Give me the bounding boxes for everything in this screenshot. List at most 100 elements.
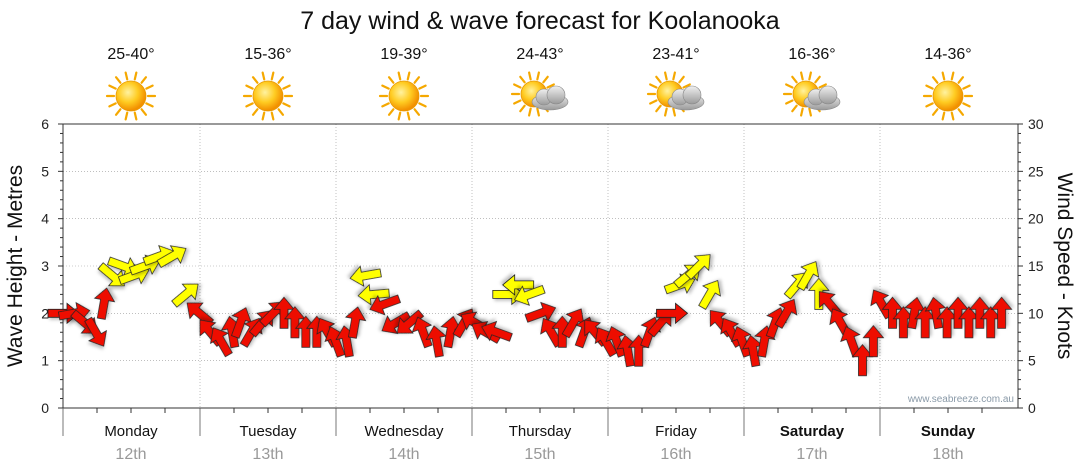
sun-ray: [413, 108, 421, 116]
wind-arrow: [684, 254, 711, 281]
day-name-label: Wednesday: [365, 423, 444, 440]
sun-ray: [140, 108, 148, 116]
chart-title: 7 day wind & wave forecast for Koolanook…: [300, 7, 780, 35]
y-right-tick-label: 15: [1028, 258, 1044, 274]
sun-icon: [922, 71, 974, 121]
day-temp-range: 24-43°: [516, 46, 563, 63]
sun-ray: [145, 102, 154, 108]
sun-ray: [941, 71, 946, 81]
y-left-tick-label: 3: [41, 258, 49, 274]
day-name-label: Friday: [655, 423, 697, 440]
wind-arrow: [210, 327, 233, 358]
wind-arrow: [914, 306, 937, 339]
sun-ray: [133, 71, 138, 81]
sun-disc: [252, 80, 284, 112]
sun-ray: [962, 102, 971, 108]
wind-arrow: [990, 296, 1013, 329]
day-date-label: 15th: [524, 446, 555, 463]
wind-arrow: [968, 296, 991, 329]
day-name-label: Tuesday: [240, 423, 297, 440]
sun-ray: [513, 83, 522, 89]
wind-arrow: [97, 262, 125, 287]
wind-arrow: [396, 309, 425, 334]
y-left-tick-label: 6: [41, 116, 49, 132]
sun-cloud-icon: [782, 71, 841, 117]
sun-ray: [649, 83, 658, 89]
sun-ray: [277, 76, 285, 84]
cloud-shape: [531, 85, 569, 111]
sun-ray: [519, 104, 526, 113]
sun-ray: [957, 108, 965, 116]
sun-ray: [251, 108, 259, 116]
cloud-part: [546, 85, 566, 105]
sun-ray: [649, 99, 658, 105]
sun-ray: [145, 84, 154, 90]
sun-ray: [261, 111, 266, 121]
wind-arrow: [440, 315, 462, 349]
grid: [63, 124, 1018, 408]
sun-ray: [108, 84, 117, 90]
wind-arrow: [171, 283, 199, 308]
sun-ray: [528, 71, 532, 81]
sun-ray: [814, 75, 821, 84]
day-date-label: 16th: [660, 446, 691, 463]
sun-ray: [962, 84, 971, 90]
sun-ray: [655, 104, 662, 113]
y-right-tick-label: 5: [1028, 353, 1036, 369]
wind-arrow: [284, 306, 306, 339]
cloud-shape: [667, 85, 705, 111]
sun-ray: [124, 111, 129, 121]
sun-ray: [245, 102, 254, 108]
wind-arrow: [881, 296, 904, 329]
day-name-label: Thursday: [509, 423, 572, 440]
sun-icon: [105, 71, 157, 121]
sun-ray: [931, 76, 939, 84]
y-left-tick-label: 5: [41, 163, 49, 179]
y-right-tick-label: 10: [1028, 305, 1044, 321]
sun-ray: [270, 111, 275, 121]
sun-ray: [546, 83, 555, 89]
sun-ray: [277, 108, 285, 116]
day-temp-range: 15-36°: [244, 46, 291, 63]
sun-ray: [800, 107, 804, 117]
sun-cloud-icon: [510, 71, 569, 117]
day-date-label: 14th: [388, 446, 419, 463]
wind-arrow: [796, 261, 820, 292]
sun-ray: [925, 102, 934, 108]
sun-ray: [261, 71, 266, 81]
sun-ray: [270, 71, 275, 81]
sun-ray: [387, 76, 395, 84]
sun-ray: [133, 111, 138, 121]
sun-ray: [406, 71, 411, 81]
wind-arrow: [513, 284, 546, 306]
wind-arrow: [807, 277, 830, 310]
sun-ray: [282, 102, 291, 108]
sun-disc: [115, 80, 147, 112]
sun-ray: [406, 111, 411, 121]
wind-arrow: [862, 325, 885, 358]
sun-ray: [245, 84, 254, 90]
wind-arrow: [273, 296, 295, 329]
wind-arrow: [186, 302, 215, 327]
sun-ray: [950, 71, 955, 81]
y-right-tick-label: 30: [1028, 116, 1044, 132]
day-date-label: 17th: [796, 446, 827, 463]
wind-arrow: [502, 274, 535, 296]
sun-ray: [381, 102, 390, 108]
wind-arrow: [551, 315, 574, 348]
sun-ray: [418, 102, 427, 108]
credit-text: www.seabreeze.com.au: [907, 394, 1014, 405]
sun-ray: [785, 99, 794, 105]
y-right-tick-label: 25: [1028, 163, 1044, 179]
day-temp-range: 14-36°: [924, 46, 971, 63]
y-right-tick-label: 0: [1028, 400, 1036, 416]
sun-ray: [682, 83, 691, 89]
sun-ray: [941, 111, 946, 121]
wind-arrow: [936, 306, 958, 339]
wind-arrow: [924, 296, 947, 330]
cloud-part: [818, 85, 838, 105]
sun-ray: [808, 71, 812, 81]
day-forecast-header: 25-40° 15-36° 19-39° 24-43° 23-41° 16-36° 14-3…: [105, 46, 974, 121]
sun-ray: [791, 104, 798, 113]
y-axis-right: 0 5 10 15 20 25 30: [1018, 116, 1044, 416]
